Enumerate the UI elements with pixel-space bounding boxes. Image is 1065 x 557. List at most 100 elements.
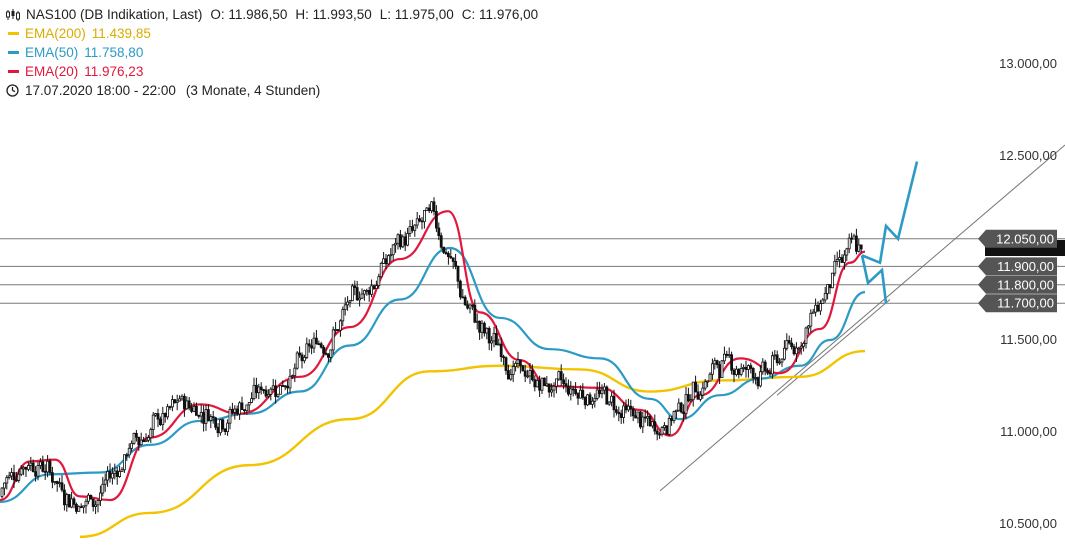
candle-body	[106, 471, 109, 481]
candle	[75, 502, 78, 514]
candle-body	[156, 413, 160, 420]
candle	[413, 224, 417, 237]
candle	[641, 411, 645, 434]
candle	[855, 228, 858, 255]
candle-body	[389, 254, 393, 257]
candle-body	[125, 454, 129, 457]
candle-body	[559, 371, 563, 381]
candle-body	[58, 482, 61, 485]
candle	[523, 364, 527, 382]
candle-body	[209, 416, 213, 421]
candle	[401, 234, 405, 249]
candle	[58, 477, 61, 488]
candle	[302, 354, 306, 364]
candle-body	[290, 375, 294, 378]
candle	[631, 406, 635, 422]
candle	[46, 455, 49, 478]
level-tag-label: 11.900,00	[997, 259, 1054, 274]
candle-body	[655, 430, 659, 435]
ema-line-ema50	[0, 246, 866, 504]
candle-body	[828, 284, 832, 289]
candle	[550, 383, 553, 397]
candle-body	[204, 409, 208, 424]
candle	[835, 251, 839, 266]
candle	[223, 428, 227, 436]
candle	[197, 414, 201, 419]
candle-body	[281, 385, 285, 387]
timestamp-row: 17.07.2020 18:00 - 22:00 (3 Monate, 4 St…	[6, 81, 538, 100]
candle-body	[684, 394, 688, 415]
candle	[245, 404, 249, 415]
candle	[437, 222, 441, 241]
ema-line-ema200	[79, 349, 866, 539]
candle	[677, 398, 681, 412]
candle	[410, 219, 414, 233]
candle-body	[811, 311, 815, 314]
candle-body	[360, 293, 364, 299]
projection-arrows	[860, 161, 919, 304]
candle	[192, 402, 196, 413]
level-tag-bg	[978, 257, 1057, 276]
candle-body	[293, 367, 297, 377]
candle-body	[396, 234, 400, 244]
candle-body	[787, 340, 791, 344]
candle-body	[67, 494, 71, 508]
candle	[425, 207, 429, 211]
candle-body	[679, 402, 683, 413]
candle-body	[149, 429, 153, 439]
candle	[715, 359, 719, 369]
level-tag-label: 11.800,00	[997, 277, 1054, 292]
candle-body	[14, 479, 18, 482]
candle-body	[615, 409, 618, 413]
candle-body	[569, 388, 573, 395]
candle-body	[182, 395, 186, 410]
candle-body	[574, 389, 577, 394]
candle	[372, 284, 376, 291]
candle-body	[482, 322, 486, 334]
candle	[314, 329, 318, 345]
y-tick-label: 13.000,00	[999, 56, 1057, 71]
candle	[53, 481, 57, 486]
candle-body	[326, 353, 330, 358]
candle	[214, 416, 218, 430]
ema-lines	[0, 210, 866, 539]
candle	[828, 284, 832, 295]
candle-body	[430, 201, 434, 212]
candle-body	[852, 235, 856, 240]
ema20-label: EMA(20)	[25, 64, 79, 79]
candle	[610, 392, 613, 407]
candle	[355, 280, 359, 301]
candle-body	[185, 400, 189, 410]
candle	[607, 401, 611, 406]
candle-body	[663, 425, 666, 429]
candle	[252, 377, 256, 401]
candle-body	[7, 475, 11, 478]
candle-body	[847, 237, 851, 250]
candle	[850, 232, 853, 244]
y-tick-label: 11.500,00	[1000, 332, 1057, 347]
legend-ema20: EMA(20) 11.976,23	[6, 62, 538, 81]
candle	[723, 346, 726, 364]
candle-body	[99, 492, 102, 501]
candle	[250, 392, 254, 404]
candle-body	[504, 357, 508, 371]
candle	[130, 440, 134, 452]
candle-body	[372, 285, 376, 289]
candle	[749, 362, 753, 374]
candle	[430, 200, 434, 214]
candle-body	[610, 395, 613, 403]
candle-body	[490, 340, 494, 344]
candle	[127, 443, 131, 459]
candle-body	[711, 363, 714, 375]
candle	[442, 246, 446, 255]
candle-body	[89, 494, 93, 500]
candle	[118, 465, 121, 478]
candle	[422, 210, 426, 229]
candle	[660, 426, 664, 437]
candle-body	[242, 409, 246, 412]
candle	[727, 347, 731, 359]
candle-body	[446, 253, 450, 257]
candle-body	[379, 263, 383, 278]
candle	[322, 344, 326, 358]
candle	[394, 238, 398, 253]
